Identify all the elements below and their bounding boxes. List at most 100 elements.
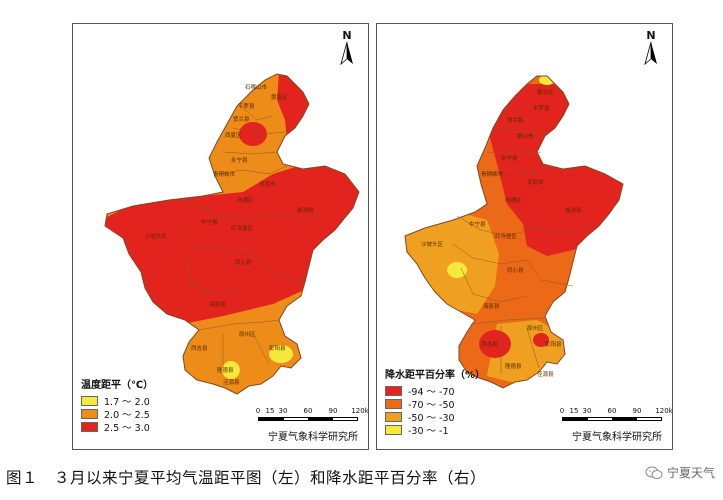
place-label: 中宁县 <box>201 218 218 226</box>
place-label: 利通区 <box>505 196 522 204</box>
scale-unit: km <box>668 407 673 415</box>
legend-label: -94 ～ -70 <box>408 386 455 398</box>
institute-label: 宁夏气象科学研究所 <box>572 432 662 443</box>
place-label: 永宁县 <box>231 156 248 164</box>
temperature-anomaly-map: 石嘴山市 惠农区 平罗县 贺兰县 西夏区 永宁县 青铜峡市 灵武市 利通区 中宁… <box>104 73 360 395</box>
north-arrow-icon <box>340 41 353 66</box>
place-label: 西吉县 <box>191 345 208 352</box>
figure-caption: 图１ ３月以来宁夏平均气温距平图（左）和降水距平百分率（右） <box>6 469 487 487</box>
legend-swatch <box>81 421 98 432</box>
place-label: 灵武市 <box>527 178 544 186</box>
legend-swatch <box>385 385 402 396</box>
legend-row: -94 ～ -70 <box>385 384 485 398</box>
scale-tick: 0 <box>559 407 565 415</box>
precipitation-anomaly-map: 惠农区 平罗县 贺兰县 银川市 永宁县 青铜峡市 灵武市 利通区 中宁县 沙坡头… <box>404 75 624 389</box>
place-label: 平罗县 <box>533 105 550 112</box>
north-arrow-icon <box>644 41 657 66</box>
legend-swatch <box>81 408 98 419</box>
place-label: 贺兰县 <box>233 115 250 123</box>
place-label: 原州区 <box>527 325 544 332</box>
place-labels: 石嘴山市 惠农区 平罗县 贺兰县 西夏区 永宁县 青铜峡市 灵武市 利通区 中宁… <box>145 83 314 386</box>
place-label: 盐池县 <box>297 206 314 214</box>
scale-tick: 30 <box>278 407 288 415</box>
scale-tick: 60 <box>607 407 617 415</box>
place-label: 永宁县 <box>501 154 518 162</box>
red-zone-central <box>105 164 359 324</box>
place-label: 中宁县 <box>469 220 486 228</box>
red-zone-yuanzhou <box>533 333 549 347</box>
yellow-zone-west <box>447 262 467 278</box>
scale-tick: 60 <box>303 407 313 415</box>
place-label: 盐池县 <box>565 206 582 214</box>
place-label: 同心县 <box>507 267 524 274</box>
place-label: 贺兰县 <box>507 116 524 124</box>
wechat-watermark: 宁夏天气 <box>645 464 715 481</box>
legend-swatch <box>385 398 402 409</box>
scale-tick: 15 <box>569 407 579 415</box>
place-label: 原州区 <box>239 331 256 338</box>
legend-row: -50 ～ -30 <box>385 410 485 424</box>
place-label: 惠农区 <box>537 88 554 96</box>
place-label: 沙坡头区 <box>145 232 168 240</box>
temperature-legend: 温度距平（℃） 1.7 ～ 2.0 2.0 ～ 2.5 2.5 ～ 3.0 <box>81 376 154 434</box>
place-label: 西吉县 <box>481 341 498 348</box>
place-label: 海原县 <box>483 302 500 310</box>
legend-label: 2.0 ～ 2.5 <box>104 409 150 421</box>
place-label: 青铜峡市 <box>481 170 504 178</box>
scale-tick: 90 <box>328 407 338 415</box>
legend-row: 2.0 ～ 2.5 <box>81 407 153 421</box>
place-label: 灵武市 <box>259 180 276 188</box>
place-label: 石嘴山市 <box>245 83 268 91</box>
legend-swatch <box>81 395 98 406</box>
legend-row: -70 ～ -50 <box>385 397 485 411</box>
scale-tick: 120 <box>351 407 365 415</box>
legend-row: 2.5 ～ 3.0 <box>81 420 153 434</box>
place-label: 红寺堡区 <box>495 232 518 240</box>
red-zone-xiji <box>479 330 511 358</box>
legend-label: 1.7 ～ 2.0 <box>104 396 150 408</box>
legend-label: -70 ～ -50 <box>408 399 455 411</box>
legend-label: -50 ～ -30 <box>408 412 455 424</box>
place-label: 泾源县 <box>223 378 240 386</box>
scale-bar-graphic <box>258 417 358 421</box>
place-label: 惠农区 <box>271 93 288 101</box>
scale-tick: 120 <box>655 407 669 415</box>
scale-bar: 0 15 30 60 90 120 km <box>559 407 672 421</box>
red-zone-north-central <box>489 84 623 256</box>
county-boundaries <box>452 105 594 374</box>
red-zone-yinchuan <box>239 122 267 146</box>
watermark-text: 宁夏天气 <box>666 466 715 480</box>
legend-title: 降水距平百分率（%） <box>385 370 486 381</box>
legend-title: 温度距平（℃） <box>81 380 154 391</box>
scale-tick: 30 <box>582 407 592 415</box>
scale-tick: 15 <box>265 407 275 415</box>
place-labels: 惠农区 平罗县 贺兰县 银川市 永宁县 青铜峡市 灵武市 利通区 中宁县 沙坡头… <box>421 88 582 378</box>
light-orange-zone-west <box>405 212 499 314</box>
legend-swatch <box>385 424 402 435</box>
place-label: 利通区 <box>237 196 254 204</box>
north-label: N <box>342 29 352 42</box>
place-label: 西夏区 <box>225 132 242 139</box>
north-label: N <box>646 29 656 42</box>
place-label: 彭阳县 <box>545 340 562 348</box>
wechat-icon <box>645 466 663 479</box>
scale-unit: km <box>364 407 369 415</box>
yellow-zone-longde <box>222 361 240 379</box>
place-label: 泾源县 <box>537 370 554 378</box>
legend-label: 2.5 ～ 3.0 <box>104 422 150 434</box>
legend-label: -30 ～ -1 <box>408 425 449 437</box>
place-label: 平罗县 <box>238 103 255 110</box>
institute-label: 宁夏气象科学研究所 <box>268 432 358 443</box>
place-label: 隆德县 <box>505 362 522 370</box>
county-boundaries <box>172 105 330 368</box>
place-label: 海原县 <box>209 300 226 308</box>
yellow-zone-pengyang <box>269 345 293 363</box>
place-label: 青铜峡市 <box>213 170 236 178</box>
legend-row: 1.7 ～ 2.0 <box>81 394 153 408</box>
temperature-anomaly-map-panel: 石嘴山市 惠农区 平罗县 贺兰县 西夏区 永宁县 青铜峡市 灵武市 利通区 中宁… <box>72 23 369 450</box>
scale-tick: 90 <box>632 407 642 415</box>
scale-tick: 0 <box>255 407 261 415</box>
precipitation-legend: 降水距平百分率（%） -94 ～ -70 -70 ～ -50 -50 ～ -30… <box>385 366 486 437</box>
north-arrow: N <box>640 30 662 70</box>
place-label: 同心县 <box>235 259 252 266</box>
